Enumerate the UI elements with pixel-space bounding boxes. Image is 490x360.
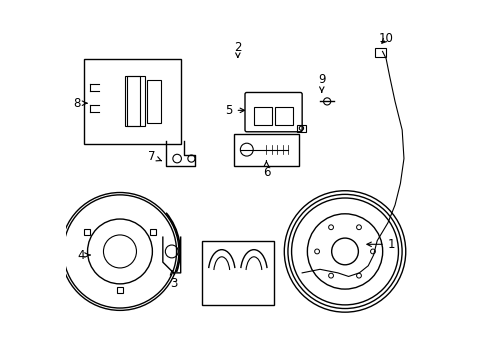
Text: 3: 3 (170, 270, 177, 290)
Text: 9: 9 (318, 73, 325, 92)
Text: 1: 1 (367, 238, 395, 251)
Text: 10: 10 (379, 32, 393, 45)
Bar (297, 125, 306, 132)
Bar (234, 134, 298, 166)
Bar (127, 76, 145, 126)
Bar (84, 59, 181, 144)
Bar (375, 48, 386, 57)
Bar (202, 241, 273, 305)
Text: 4: 4 (77, 248, 90, 261)
Text: 2: 2 (234, 41, 242, 58)
Bar (125, 76, 140, 126)
Text: 8: 8 (74, 97, 87, 110)
Text: 5: 5 (225, 104, 245, 117)
Text: 6: 6 (263, 161, 270, 179)
Bar (275, 107, 293, 125)
Bar (254, 107, 272, 125)
Bar (147, 80, 161, 123)
Text: 7: 7 (148, 150, 161, 163)
